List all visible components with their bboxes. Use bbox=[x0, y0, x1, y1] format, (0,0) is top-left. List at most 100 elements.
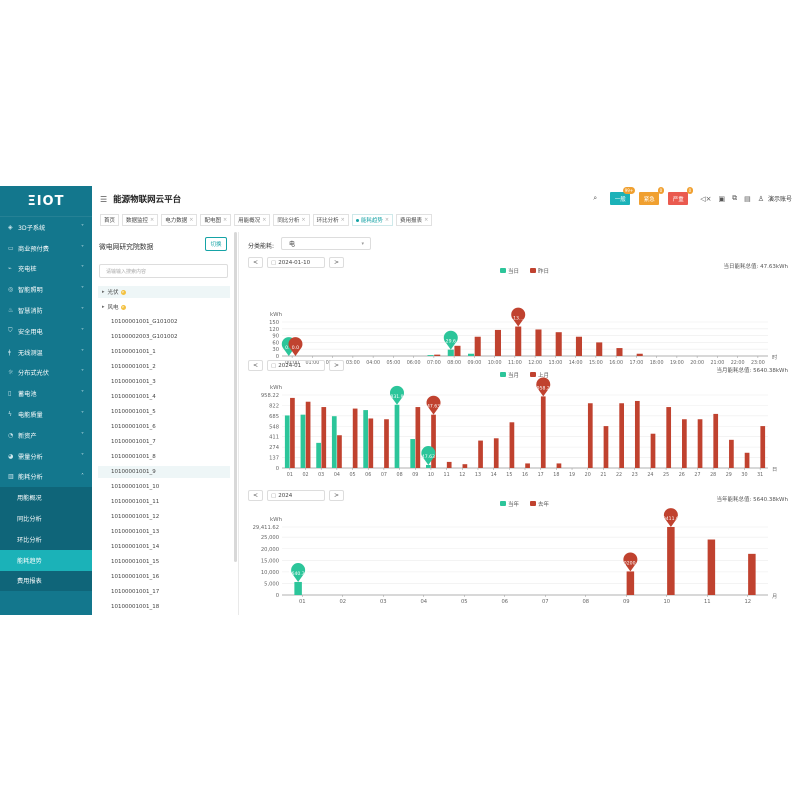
bar[interactable] bbox=[462, 464, 468, 468]
bar[interactable] bbox=[431, 414, 436, 468]
bar[interactable] bbox=[556, 463, 562, 468]
tab[interactable]: 电力数据 × bbox=[161, 214, 198, 226]
prev-button[interactable]: < bbox=[248, 360, 263, 371]
tree-node[interactable]: 10100001001_6 bbox=[98, 421, 230, 433]
bar[interactable] bbox=[352, 408, 358, 468]
tree-node[interactable]: 10100001001_17 bbox=[98, 586, 230, 598]
bar[interactable] bbox=[363, 410, 368, 468]
tree-node[interactable]: 10100001001_7 bbox=[98, 436, 230, 448]
tree-node[interactable]: 10100001001_9 bbox=[98, 466, 230, 478]
close-icon[interactable]: × bbox=[150, 217, 155, 223]
tree-node[interactable]: 10100001001_14 bbox=[98, 541, 230, 553]
close-icon[interactable]: × bbox=[424, 217, 429, 223]
bar[interactable] bbox=[587, 403, 593, 468]
sidebar-subitem[interactable]: 同比分析 bbox=[17, 516, 42, 524]
bar[interactable] bbox=[425, 464, 431, 468]
tree-node[interactable]: ▸ 光伏 P bbox=[98, 286, 230, 298]
bar[interactable] bbox=[634, 400, 640, 468]
layers-icon[interactable]: ⧉ bbox=[732, 194, 738, 202]
bar[interactable] bbox=[284, 415, 290, 468]
bar[interactable] bbox=[748, 553, 756, 595]
menu-toggle-icon[interactable]: ☰ bbox=[100, 194, 108, 204]
value-marker[interactable]: 13... bbox=[511, 307, 526, 327]
caret-right-icon[interactable]: ▸ bbox=[102, 304, 105, 310]
bar[interactable] bbox=[697, 419, 703, 468]
switch-button[interactable]: 切换 bbox=[205, 237, 227, 251]
bar[interactable] bbox=[331, 416, 337, 468]
legend-swatch[interactable] bbox=[500, 501, 506, 506]
tree-node[interactable]: 10100002003_G101002 bbox=[98, 331, 230, 343]
bar[interactable] bbox=[478, 440, 483, 468]
next-button[interactable]: > bbox=[329, 490, 344, 501]
tree-node[interactable]: 10100001001_8 bbox=[98, 451, 230, 463]
tree-node[interactable]: 10100001001_18 bbox=[98, 601, 230, 613]
bar[interactable] bbox=[384, 419, 389, 468]
tree-node[interactable]: 10100001001_15 bbox=[98, 556, 230, 568]
bar[interactable] bbox=[603, 426, 609, 468]
sidebar-subitem[interactable]: 用能概况 bbox=[17, 495, 42, 503]
close-icon[interactable]: × bbox=[189, 217, 194, 223]
bar[interactable] bbox=[316, 442, 321, 468]
tree-node[interactable]: 10100001001_11 bbox=[98, 496, 230, 508]
bar[interactable] bbox=[540, 396, 546, 468]
type-select[interactable]: 电 ▾ bbox=[281, 237, 371, 250]
bar[interactable] bbox=[713, 413, 719, 468]
tab[interactable]: 能耗趋势 × bbox=[351, 214, 394, 226]
bar[interactable] bbox=[290, 397, 295, 468]
bar[interactable] bbox=[427, 355, 434, 356]
date-input[interactable]: ▢ 2024 bbox=[267, 490, 325, 501]
legend-swatch[interactable] bbox=[500, 268, 506, 273]
bar[interactable] bbox=[666, 407, 672, 468]
caret-right-icon[interactable]: ▸ bbox=[102, 289, 105, 295]
bar[interactable] bbox=[454, 345, 461, 356]
tree-node[interactable]: 10100001001_2 bbox=[98, 361, 230, 373]
value-marker[interactable]: 29.6 bbox=[443, 330, 458, 350]
tab[interactable]: 配电图 × bbox=[200, 214, 232, 226]
tree-node[interactable]: 10100001001_G101002 bbox=[98, 316, 230, 328]
close-icon[interactable]: × bbox=[301, 217, 306, 223]
tree-node[interactable]: 10100001001_16 bbox=[98, 571, 230, 583]
tab[interactable]: 用能概况 × bbox=[234, 214, 271, 226]
date-input[interactable]: ▢ 2024-01 bbox=[267, 360, 325, 371]
tree-node[interactable]: 10100001001_1 bbox=[98, 346, 230, 358]
value-marker[interactable]: 831.9 bbox=[389, 385, 404, 405]
tab[interactable]: 同比分析 × bbox=[273, 214, 310, 226]
next-button[interactable]: > bbox=[329, 257, 344, 268]
bar[interactable] bbox=[305, 401, 311, 468]
tree-scrollbar[interactable] bbox=[234, 232, 237, 562]
bar[interactable] bbox=[494, 329, 502, 356]
bar[interactable] bbox=[535, 329, 542, 356]
value-marker[interactable]: 5640.38 bbox=[289, 563, 308, 582]
bar[interactable] bbox=[525, 463, 530, 468]
sidebar-item[interactable]: ◕ 需量分析 ˅ bbox=[0, 446, 92, 467]
bar[interactable] bbox=[300, 414, 306, 468]
search-icon[interactable]: ⌕ bbox=[593, 194, 598, 202]
bar[interactable] bbox=[321, 407, 327, 468]
bar[interactable] bbox=[394, 404, 400, 468]
sidebar-item[interactable]: ⛉ 安全用电 ˅ bbox=[0, 321, 92, 342]
tree-node[interactable]: 10100001001_4 bbox=[98, 391, 230, 403]
prev-button[interactable]: < bbox=[248, 257, 263, 268]
bar[interactable] bbox=[515, 326, 522, 356]
volume-icon[interactable]: ◁× bbox=[700, 194, 712, 203]
value-marker[interactable]: 47.63 bbox=[421, 446, 436, 465]
alarm-button[interactable]: 严重 0 bbox=[668, 187, 694, 205]
tree-node[interactable]: 10100001001_5 bbox=[98, 406, 230, 418]
bar[interactable] bbox=[682, 419, 687, 468]
screen-icon[interactable]: ▤ bbox=[744, 194, 751, 203]
close-icon[interactable]: × bbox=[262, 217, 267, 223]
tree-node[interactable]: 10100001001_3 bbox=[98, 376, 230, 388]
sidebar-item[interactable]: ▥ 能耗分析 ˄ bbox=[0, 467, 92, 488]
alarm-button[interactable]: 一般 99+ bbox=[610, 187, 636, 205]
bar[interactable] bbox=[619, 403, 625, 468]
bar[interactable] bbox=[596, 342, 603, 356]
close-icon[interactable]: × bbox=[222, 217, 228, 223]
bar[interactable] bbox=[636, 353, 643, 356]
bar[interactable] bbox=[729, 439, 734, 468]
sidebar-subitem[interactable]: 环比分析 bbox=[17, 536, 42, 544]
bar[interactable] bbox=[294, 581, 302, 595]
legend-swatch[interactable] bbox=[530, 372, 536, 377]
value-marker[interactable]: 10200.5 bbox=[621, 552, 640, 572]
sidebar-item[interactable]: ◈ 3D子系统 ˅ bbox=[0, 217, 92, 238]
tab[interactable]: 数据监控 × bbox=[122, 214, 159, 226]
